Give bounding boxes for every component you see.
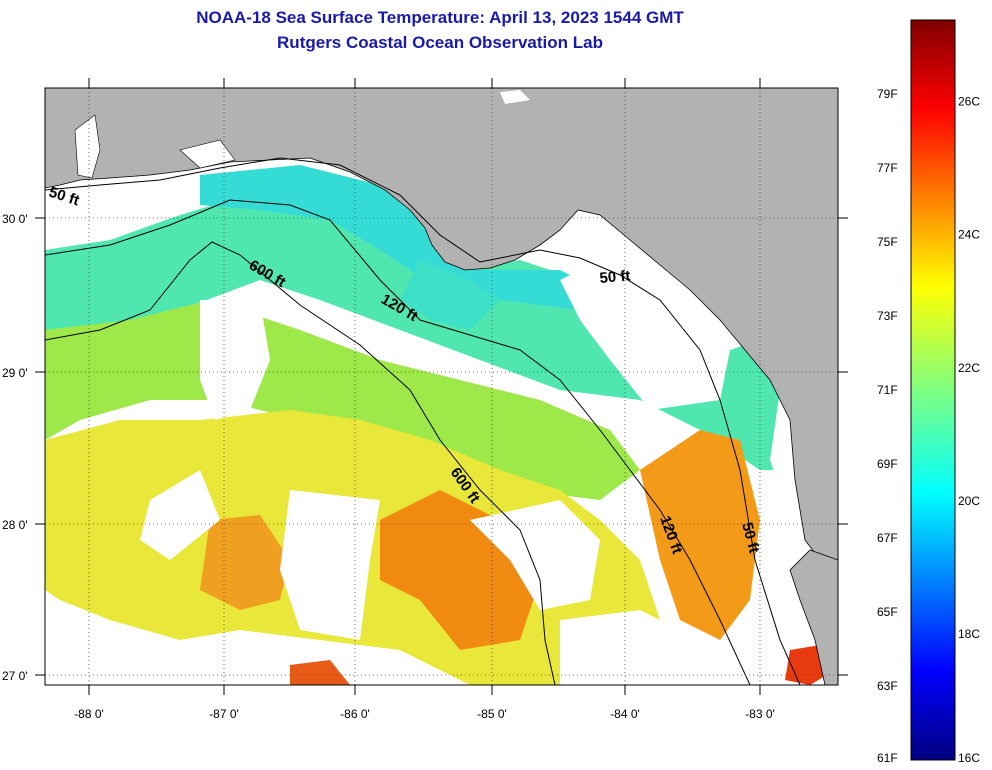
colorbar-f-label: 75F bbox=[877, 235, 898, 249]
lon-label: -87 0' bbox=[209, 707, 239, 721]
lon-label: -88 0' bbox=[74, 707, 104, 721]
sst-green-region bbox=[45, 300, 640, 500]
colorbar-f-label: 71F bbox=[877, 383, 898, 397]
colorbar-gradient bbox=[910, 19, 956, 761]
lat-label: 28 0' bbox=[2, 518, 28, 532]
lat-label: 27 0' bbox=[2, 669, 28, 683]
colorbar-f-label: 61F bbox=[877, 751, 898, 765]
colorbar-c-label: 22C bbox=[958, 361, 980, 375]
sst-cyan-bigbend bbox=[400, 260, 500, 330]
tick-marks bbox=[35, 78, 848, 695]
cloud-patch-7 bbox=[560, 610, 700, 685]
sst-cyan-nearshore bbox=[200, 165, 600, 310]
colorbar-f-label: 73F bbox=[877, 309, 898, 323]
lat-label: 30 0' bbox=[2, 212, 28, 226]
cloud-patch-4 bbox=[470, 500, 600, 610]
map-subtitle: Rutgers Coastal Ocean Observation Lab bbox=[277, 33, 603, 52]
lon-label: -85 0' bbox=[477, 707, 507, 721]
contour-label-50ft-east: 50 ft bbox=[599, 267, 631, 287]
colorbar-c-label: 20C bbox=[958, 494, 980, 508]
colorbar-f-label: 65F bbox=[877, 605, 898, 619]
colorbar-c-label: 26C bbox=[958, 94, 980, 108]
cloud-patch-5 bbox=[560, 250, 730, 410]
graticule bbox=[45, 88, 838, 685]
cloud-patch-3 bbox=[280, 490, 380, 640]
contour-50ft bbox=[45, 157, 801, 685]
sst-cool-region bbox=[45, 195, 800, 470]
cloud-patch-6 bbox=[45, 610, 150, 685]
map-title: NOAA-18 Sea Surface Temperature: April 1… bbox=[196, 8, 684, 27]
contour-120ft bbox=[45, 199, 751, 685]
cloud-patch-1 bbox=[200, 300, 270, 420]
lon-label: -83 0' bbox=[745, 707, 775, 721]
land-mass bbox=[45, 88, 838, 561]
sst-orange-east bbox=[640, 430, 760, 640]
contour-600ft bbox=[45, 241, 556, 685]
cloud-patch-2 bbox=[140, 470, 220, 560]
peninsula-coast bbox=[789, 549, 838, 685]
sst-red-spot-2 bbox=[290, 660, 350, 685]
colorbar-f-label: 67F bbox=[877, 531, 898, 545]
sst-orange-west bbox=[200, 515, 290, 610]
lat-label: 29 0' bbox=[2, 366, 28, 380]
colorbar-c-label: 24C bbox=[958, 228, 980, 242]
colorbar-f-label: 79F bbox=[877, 87, 898, 101]
map-frame bbox=[44, 87, 839, 686]
colorbar-c-label: 18C bbox=[958, 627, 980, 641]
depth-contours bbox=[45, 157, 801, 685]
colorbar-c-label: 16C bbox=[958, 751, 980, 765]
colorbar-f-label: 77F bbox=[877, 161, 898, 175]
mobile-bay bbox=[74, 114, 101, 179]
lake-spot bbox=[500, 90, 530, 104]
lon-label: -86 0' bbox=[340, 707, 370, 721]
temperature-colorbar: 79F 77F 75F 73F 71F 69F 67F 65F 63F 61F 26C 24C 22C… bbox=[877, 19, 980, 765]
sst-map[interactable] bbox=[45, 88, 838, 685]
lon-label: -84 0' bbox=[610, 707, 640, 721]
colorbar-f-label: 63F bbox=[877, 679, 898, 693]
coastal-bay bbox=[179, 139, 236, 169]
colorbar-f-label: 69F bbox=[877, 457, 898, 471]
